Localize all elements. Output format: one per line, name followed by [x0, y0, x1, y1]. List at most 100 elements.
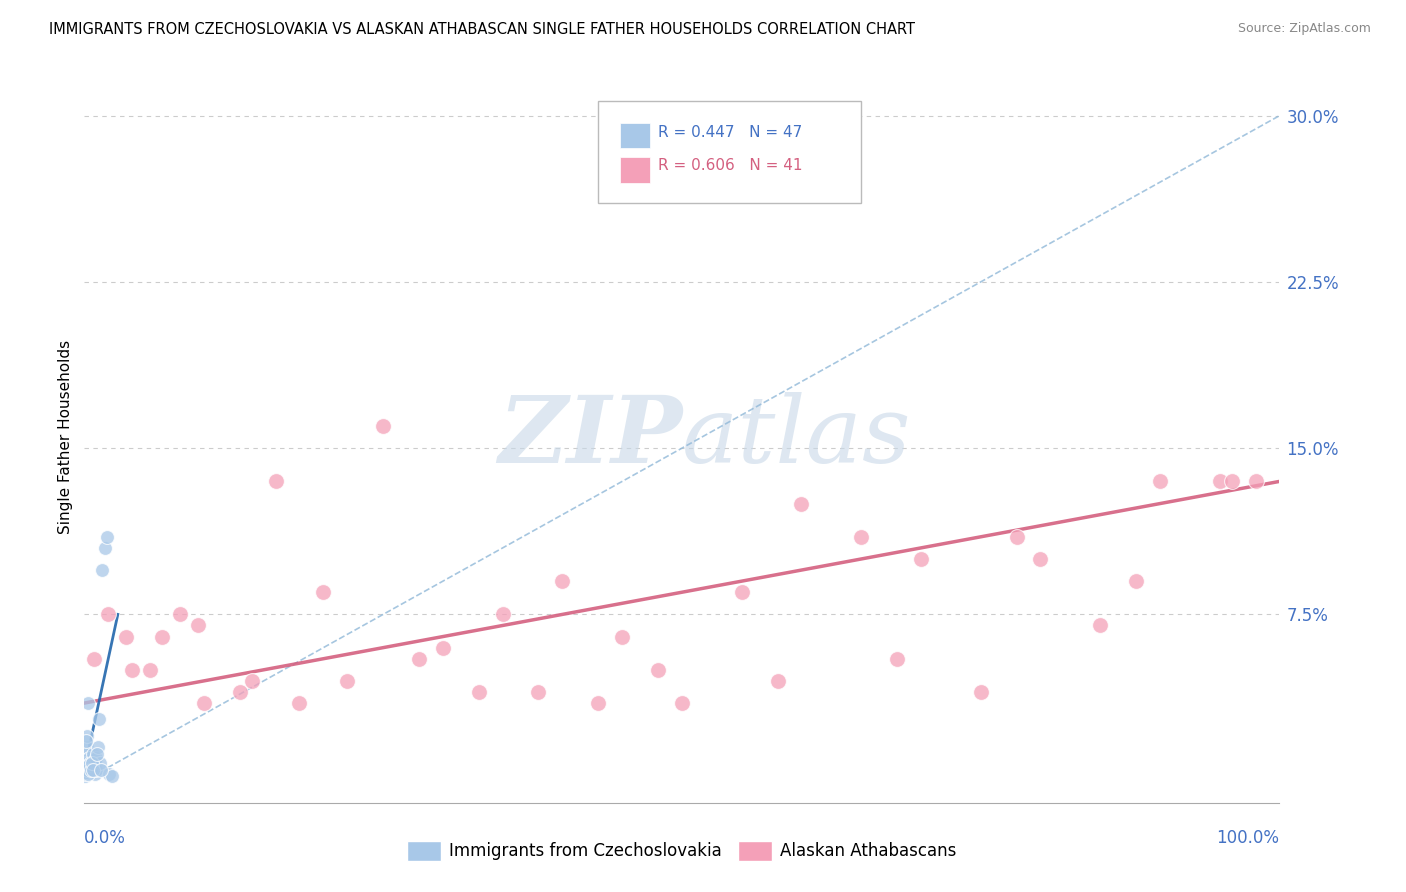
Point: [80, 760, 103, 774]
Point: [93, 541, 115, 555]
Text: 100.0%: 100.0%: [1216, 829, 1279, 847]
Point: [240, 673, 263, 688]
Point: [551, 574, 574, 589]
Point: [264, 475, 287, 489]
Point: [75, 769, 97, 783]
Point: [82, 747, 104, 761]
Point: [79, 763, 101, 777]
Bar: [620, 157, 650, 183]
FancyBboxPatch shape: [599, 101, 862, 203]
Point: [86, 747, 108, 761]
Point: [83, 763, 105, 777]
Text: R = 0.606   N = 41: R = 0.606 N = 41: [658, 158, 803, 173]
Point: [75, 767, 97, 781]
Point: [76, 763, 98, 777]
Text: R = 0.447   N = 47: R = 0.447 N = 47: [658, 125, 803, 140]
Point: [83, 651, 105, 665]
Point: [1149, 475, 1171, 489]
Legend: Immigrants from Czechoslovakia, Alaskan Athabascans: Immigrants from Czechoslovakia, Alaskan …: [401, 834, 963, 868]
Point: [1125, 574, 1147, 589]
Point: [77, 763, 100, 777]
Text: 0.0%: 0.0%: [84, 829, 127, 847]
Point: [91, 563, 114, 577]
Text: atlas: atlas: [682, 392, 911, 482]
Point: [80, 756, 103, 770]
Point: [83, 756, 105, 770]
Point: [432, 640, 454, 655]
Point: [80, 756, 103, 770]
Point: [79, 758, 101, 772]
Point: [77, 758, 100, 772]
Point: [76, 740, 98, 755]
Point: [886, 651, 908, 665]
Point: [312, 585, 335, 599]
Point: [150, 630, 173, 644]
Point: [97, 607, 120, 622]
Point: [89, 756, 111, 770]
Point: [731, 585, 754, 599]
Point: [647, 663, 669, 677]
Point: [76, 763, 98, 777]
Point: [1209, 475, 1232, 489]
Point: [84, 767, 107, 781]
Point: [1090, 618, 1112, 632]
Point: [766, 673, 789, 688]
Point: [76, 760, 98, 774]
Point: [77, 696, 100, 710]
Point: [75, 733, 97, 747]
Point: [101, 769, 124, 783]
Point: [187, 618, 209, 632]
Point: [492, 607, 515, 622]
Point: [75, 756, 97, 770]
Point: [82, 763, 104, 777]
Point: [970, 685, 993, 699]
Point: [229, 685, 252, 699]
Point: [79, 763, 101, 777]
Text: Source: ZipAtlas.com: Source: ZipAtlas.com: [1237, 22, 1371, 36]
Point: [468, 685, 491, 699]
Point: [1005, 530, 1028, 544]
Bar: [620, 122, 650, 148]
Text: IMMIGRANTS FROM CZECHOSLOVAKIA VS ALASKAN ATHABASCAN SINGLE FATHER HOUSEHOLDS CO: IMMIGRANTS FROM CZECHOSLOVAKIA VS ALASKA…: [49, 22, 915, 37]
Y-axis label: Single Father Households: Single Father Households: [58, 340, 73, 534]
Point: [82, 763, 104, 777]
Point: [79, 756, 101, 770]
Point: [77, 751, 100, 765]
Point: [87, 712, 110, 726]
Point: [373, 419, 395, 434]
Point: [1220, 475, 1243, 489]
Point: [86, 763, 108, 777]
Point: [76, 767, 98, 781]
Point: [139, 663, 162, 677]
Point: [82, 758, 104, 772]
Point: [612, 630, 634, 644]
Point: [1029, 552, 1052, 566]
Point: [75, 764, 97, 779]
Point: [96, 530, 118, 544]
Point: [408, 651, 430, 665]
Point: [671, 696, 693, 710]
Point: [75, 767, 97, 781]
Point: [336, 673, 359, 688]
Text: ZIP: ZIP: [498, 392, 682, 482]
Point: [84, 751, 107, 765]
Point: [288, 696, 311, 710]
Point: [75, 763, 97, 777]
Point: [86, 740, 108, 755]
Point: [76, 756, 98, 770]
Point: [75, 764, 97, 779]
Point: [76, 729, 98, 743]
Point: [910, 552, 932, 566]
Point: [77, 767, 100, 781]
Point: [73, 747, 96, 761]
Point: [169, 607, 191, 622]
Point: [851, 530, 873, 544]
Point: [1244, 475, 1267, 489]
Point: [790, 497, 813, 511]
Point: [121, 663, 143, 677]
Point: [90, 763, 112, 777]
Point: [193, 696, 215, 710]
Point: [527, 685, 550, 699]
Point: [588, 696, 610, 710]
Point: [98, 767, 121, 781]
